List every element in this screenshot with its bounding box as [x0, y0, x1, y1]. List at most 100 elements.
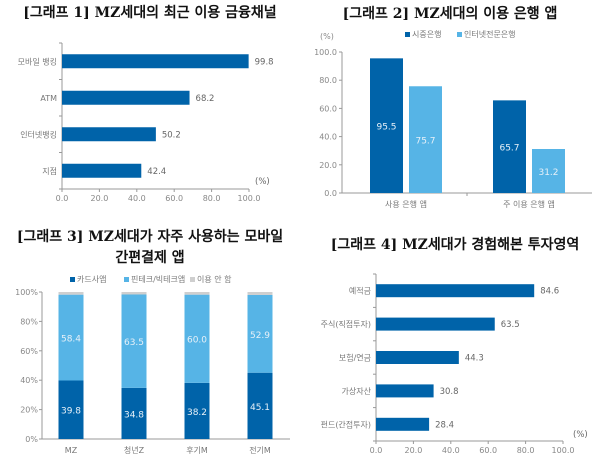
- bar: [376, 351, 459, 364]
- data-label: 44.3: [465, 354, 484, 364]
- bar: [376, 284, 535, 298]
- category-label: 예적금: [349, 286, 371, 296]
- data-label: 60.0: [187, 336, 207, 346]
- data-label: 39.8: [61, 407, 81, 417]
- category-label: 펀드(간접투자): [321, 419, 371, 429]
- bar: [409, 86, 442, 193]
- category-label: ATM: [40, 94, 57, 103]
- chart-1: [그래프 1] MZ세대의 최근 이용 금융채널 0.0 20.0 40.0 60.0 8…: [18, 4, 277, 203]
- bar-segment: [184, 294, 210, 383]
- category-label: 지점: [42, 166, 57, 176]
- x-tick-label: 80.0: [517, 446, 535, 455]
- data-label: 75.7: [415, 137, 435, 147]
- bar: [62, 54, 249, 69]
- y-tick-label: 20.0: [319, 161, 337, 170]
- legend-label: 카드사앱: [77, 275, 106, 284]
- category-label: 주식(직접투자): [321, 319, 371, 329]
- x-tick-label: 20.0: [404, 446, 422, 455]
- data-label: 58.4: [61, 335, 81, 345]
- bar-segment: [121, 294, 147, 388]
- bar-segment: [121, 292, 147, 295]
- x-tick-label: 80.0: [203, 194, 221, 203]
- x-tick-label: 100.0: [552, 446, 575, 455]
- bar: [376, 317, 495, 331]
- y-tick-label: 80.0: [319, 76, 337, 85]
- bar-segment: [247, 292, 273, 295]
- data-label: 84.6: [540, 287, 559, 297]
- legend-swatch: [190, 277, 195, 282]
- y-tick-label: 40.0: [319, 133, 337, 142]
- data-label: 65.7: [499, 144, 519, 154]
- x-tick-label: 40.0: [128, 194, 146, 203]
- category-label: 인터넷뱅킹: [20, 129, 57, 139]
- data-label: 42.4: [147, 167, 166, 177]
- data-label: 31.2: [538, 168, 558, 178]
- bar: [376, 417, 430, 431]
- bar: [62, 127, 156, 142]
- chart-4: [그래프 4] MZ세대가 경험해본 투자영역 0.0 20.0 40.0 60.0 80…: [321, 236, 588, 455]
- chart-title: [그래프 4] MZ세대가 경험해본 투자영역: [331, 236, 580, 253]
- legend-label: 인터넷전문은행: [464, 29, 516, 39]
- bar: [493, 100, 526, 193]
- unit-label: (%): [573, 430, 588, 440]
- bar: [532, 149, 565, 193]
- legend-swatch: [70, 277, 75, 282]
- category-label: 후기M: [186, 446, 208, 455]
- bar-segment: [58, 292, 84, 295]
- data-label: 68.2: [196, 94, 215, 104]
- bar: [62, 163, 142, 178]
- data-label: 50.2: [162, 130, 181, 140]
- y-tick-label: 0%: [25, 435, 38, 444]
- bar-segment: [184, 292, 210, 295]
- bar-segment: [247, 294, 273, 373]
- unit-label: (%): [320, 32, 334, 41]
- legend-swatch: [405, 32, 410, 37]
- chart-title-line2: 간편결제 앱: [115, 249, 184, 266]
- unit-label: (%): [255, 177, 270, 187]
- x-tick-label: 60.0: [479, 446, 497, 455]
- category-label: 청년Z: [124, 445, 145, 455]
- data-label: 30.8: [440, 387, 459, 397]
- chart-2: [그래프 2] MZ세대의 이용 은행 앱 (%) 0.0 20.0 40.0 60.0 8…: [314, 5, 592, 209]
- data-label: 34.8: [124, 410, 144, 420]
- bar: [376, 384, 434, 398]
- y-tick-label: 80%: [20, 317, 38, 326]
- y-tick-label: 60%: [20, 347, 38, 356]
- chart-title: [그래프 2] MZ세대의 이용 은행 앱: [343, 5, 558, 22]
- data-label: 63.5: [501, 320, 520, 330]
- category-label: 가상자산: [342, 386, 372, 396]
- chart-title: [그래프 3] MZ세대가 자주 사용하는 모바일: [17, 228, 283, 245]
- bar: [370, 58, 403, 193]
- bar-segment: [58, 294, 84, 381]
- category-label: 보험/연금: [339, 354, 371, 363]
- data-label: 52.9: [250, 331, 270, 341]
- legend-label: 이용 안 함: [197, 274, 232, 284]
- bar-segment: [58, 380, 84, 439]
- legend-label: 시중은행: [412, 29, 441, 39]
- y-tick-label: 0.0: [324, 189, 337, 198]
- y-tick-label: 40%: [20, 376, 38, 385]
- legend-label: 핀테크/빅테크앱: [131, 275, 185, 284]
- legend-swatch: [124, 277, 129, 282]
- data-label: 28.4: [435, 420, 454, 430]
- y-tick-label: 60.0: [319, 104, 337, 113]
- bar: [62, 90, 190, 105]
- category-label: 전기M: [249, 445, 271, 455]
- bar-segment: [247, 372, 273, 439]
- category-label: 모바일 뱅킹: [18, 56, 57, 66]
- x-tick-label: 0.0: [56, 194, 69, 203]
- data-label: 38.2: [187, 408, 207, 418]
- data-label: 99.8: [255, 57, 274, 67]
- x-tick-label: 0.0: [370, 446, 383, 455]
- y-tick-label: 100%: [15, 288, 38, 297]
- data-label: 45.1: [250, 403, 270, 413]
- y-tick-label: 20%: [20, 406, 38, 415]
- category-label: MZ: [65, 446, 78, 455]
- data-label: 63.5: [124, 338, 144, 348]
- data-label: 95.5: [376, 123, 396, 133]
- chart-title: [그래프 1] MZ세대의 최근 이용 금융채널: [23, 4, 276, 21]
- x-tick-label: 100.0: [238, 194, 261, 203]
- y-tick-label: 100.0: [314, 48, 337, 57]
